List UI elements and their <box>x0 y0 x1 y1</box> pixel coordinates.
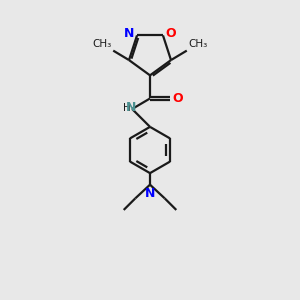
Text: N: N <box>145 187 155 200</box>
Text: O: O <box>166 27 176 40</box>
Text: O: O <box>172 92 183 105</box>
Text: CH₃: CH₃ <box>188 39 208 49</box>
Text: N: N <box>125 101 136 114</box>
Text: H: H <box>123 103 131 113</box>
Text: N: N <box>124 27 134 40</box>
Text: CH₃: CH₃ <box>92 39 112 49</box>
